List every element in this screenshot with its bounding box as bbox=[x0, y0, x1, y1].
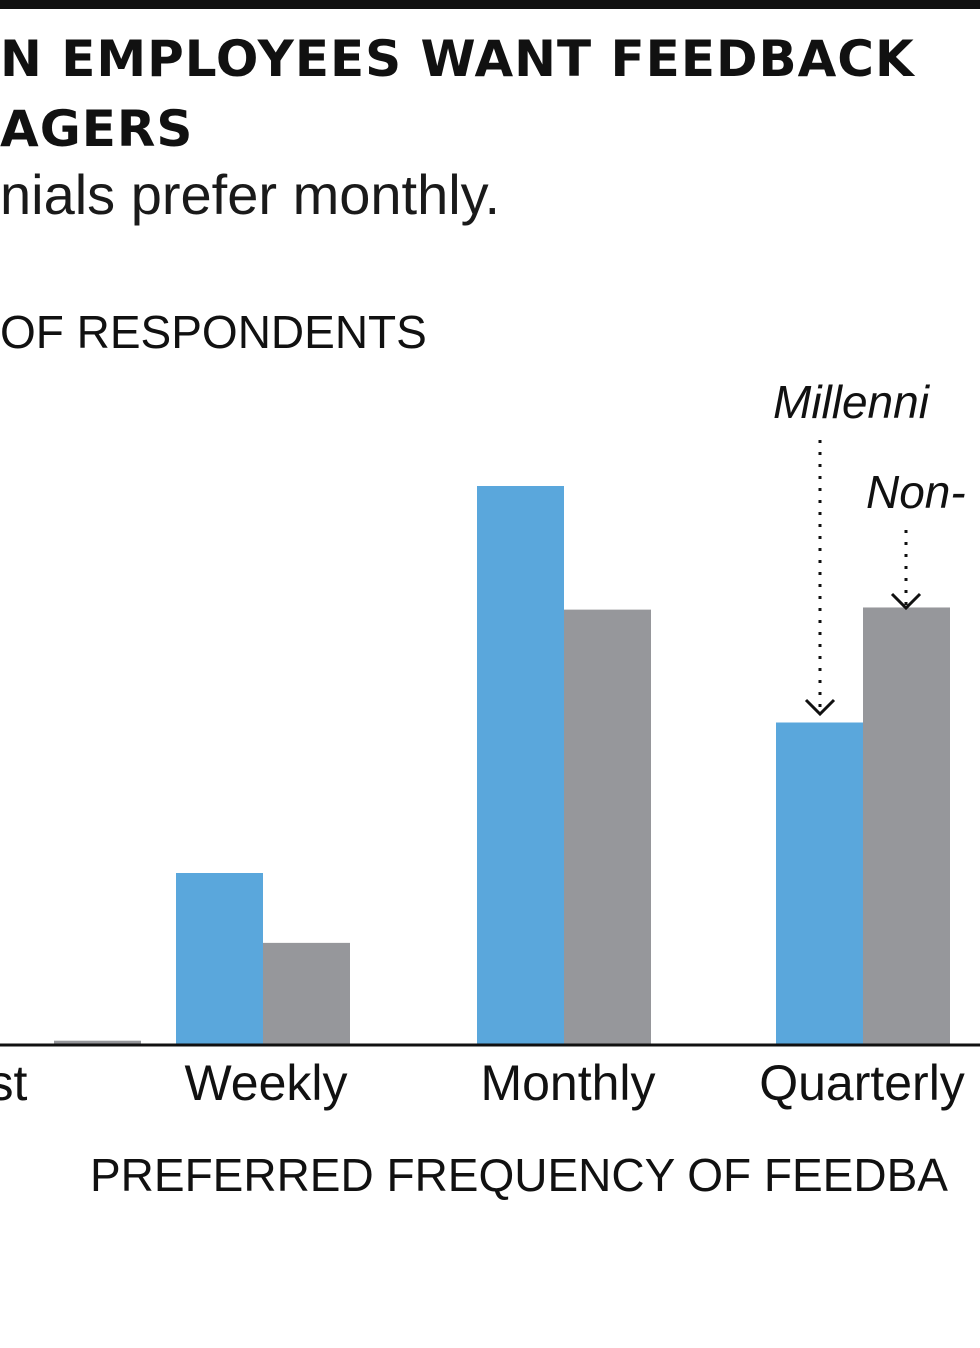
legend-label-millennials: Millenni bbox=[773, 376, 931, 428]
top-rule bbox=[0, 0, 980, 9]
chart-title-line-1: N EMPLOYEES WANT FEEDBACK bbox=[0, 30, 915, 88]
bar-non-millennials-quarterly bbox=[863, 607, 950, 1045]
series-annotations: Millenni Non- bbox=[773, 376, 966, 717]
bar-non-millennials-weekly bbox=[263, 942, 350, 1045]
non-millennials-arrow-icon bbox=[890, 592, 922, 611]
bar-non-millennials-st bbox=[54, 1040, 141, 1045]
legend-label-non-millennials: Non- bbox=[866, 466, 966, 518]
millennials-arrow-icon bbox=[804, 698, 836, 717]
bar-millennials-quarterly bbox=[776, 722, 863, 1045]
y-axis-label: OF RESPONDENTS bbox=[0, 306, 427, 358]
bars-group bbox=[54, 486, 950, 1045]
bar-millennials-weekly bbox=[176, 873, 263, 1045]
x-tick-label-monthly: Monthly bbox=[480, 1055, 655, 1111]
bar-millennials-monthly bbox=[477, 486, 564, 1045]
chart-subtitle: nials prefer monthly. bbox=[0, 163, 501, 226]
bar-non-millennials-monthly bbox=[564, 609, 651, 1045]
x-axis-label: PREFERRED FREQUENCY OF FEEDBA bbox=[90, 1149, 948, 1201]
x-tick-label-quarterly: Quarterly bbox=[759, 1055, 965, 1111]
x-tick-label-st: st bbox=[0, 1055, 28, 1111]
x-tick-labels: st Weekly Monthly Quarterly bbox=[0, 1055, 965, 1111]
x-tick-label-weekly: Weekly bbox=[184, 1055, 347, 1111]
chart-title-line-2: AGERS bbox=[0, 100, 194, 158]
